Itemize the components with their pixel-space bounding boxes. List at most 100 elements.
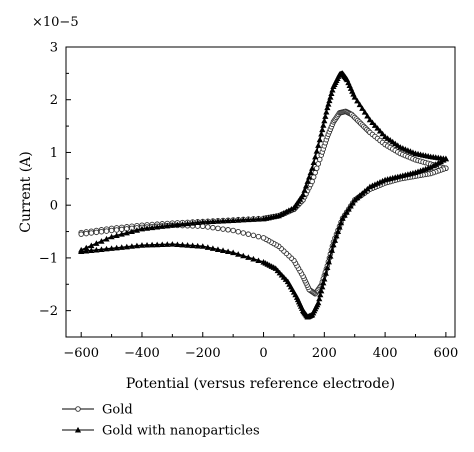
data-point: [304, 178, 311, 184]
data-point: [108, 227, 115, 234]
data-point: [326, 97, 333, 104]
data-point: [240, 252, 247, 259]
data-point: [179, 221, 186, 227]
data-point: [369, 119, 376, 126]
y-tick-label: 2: [50, 93, 58, 108]
data-point: [219, 247, 227, 254]
data-point: [118, 231, 125, 237]
data-point: [194, 219, 201, 226]
data-point: [204, 218, 211, 225]
y-tick-label: 0: [50, 199, 58, 214]
data-point: [255, 233, 262, 240]
data-point: [149, 224, 156, 231]
data-point: [322, 270, 329, 276]
data-point: [371, 122, 379, 128]
data-point: [320, 279, 327, 286]
data-point: [312, 169, 318, 176]
data-point: [324, 104, 331, 111]
data-point: [184, 242, 191, 248]
data-point: [323, 108, 330, 115]
data-point: [319, 283, 326, 290]
data-point: [318, 287, 325, 294]
data-point: [214, 218, 222, 224]
data-point: [209, 218, 216, 225]
data-point: [128, 243, 135, 249]
data-point: [210, 224, 216, 231]
data-point: [245, 216, 252, 223]
data-point: [78, 231, 84, 237]
data-point: [366, 116, 374, 123]
data-point: [319, 126, 326, 133]
data-point: [312, 153, 319, 160]
data-point: [313, 148, 320, 154]
data-point: [309, 165, 316, 171]
data-point: [313, 165, 320, 172]
data-point: [359, 105, 366, 111]
legend-label: Gold: [102, 403, 133, 418]
data-point: [174, 221, 181, 228]
data-point: [98, 228, 105, 235]
data-point: [98, 246, 105, 252]
data-point: [230, 249, 237, 256]
data-point: [299, 191, 307, 198]
data-point: [235, 228, 241, 235]
data-point: [354, 97, 361, 104]
y-tick-label: −2: [39, 304, 58, 319]
data-point: [133, 227, 141, 233]
data-point: [317, 156, 323, 163]
data-point: [174, 241, 181, 248]
data-point: [88, 230, 95, 236]
y-tick-label: 3: [50, 41, 58, 56]
data-point: [301, 187, 308, 193]
x-tick-label: −400: [124, 346, 160, 361]
x-tick-label: −200: [185, 346, 221, 361]
data-point: [98, 238, 105, 244]
x-tick-label: 400: [373, 346, 398, 361]
data-point: [379, 130, 386, 137]
data-point: [240, 230, 247, 236]
data-point: [245, 254, 252, 260]
data-point: [189, 220, 196, 226]
x-tick-label: 200: [312, 346, 337, 361]
data-point: [93, 240, 100, 246]
data-point: [194, 242, 201, 249]
data-point: [93, 246, 100, 253]
data-point: [113, 232, 120, 238]
data-point: [374, 125, 381, 131]
data-point: [138, 242, 146, 248]
data-point: [260, 259, 267, 265]
data-point: [83, 244, 90, 251]
x-tick-label: 0: [259, 346, 267, 361]
data-point: [315, 142, 322, 148]
data-point: [302, 182, 310, 189]
data-point: [138, 225, 146, 232]
data-point: [310, 174, 317, 180]
legend: Gold Gold with nanoparticles: [62, 403, 260, 439]
data-point: [250, 232, 257, 239]
data-point: [103, 235, 110, 242]
data-point: [230, 227, 236, 234]
data-point: [164, 222, 171, 229]
data-point: [316, 295, 323, 302]
data-point: [199, 218, 206, 225]
data-point: [336, 224, 343, 230]
data-point: [143, 225, 151, 231]
data-point: [240, 216, 247, 223]
data-point: [88, 242, 95, 249]
data-point: [133, 242, 141, 249]
data-point: [103, 245, 110, 252]
data-point: [327, 93, 334, 100]
data-point: [235, 217, 242, 223]
data-point: [169, 241, 176, 247]
data-point: [83, 230, 90, 237]
data-point: [113, 227, 120, 233]
data-point: [235, 251, 242, 257]
data-point: [75, 406, 81, 412]
data-point: [93, 229, 100, 236]
y-axis-title: Current (A): [18, 151, 34, 233]
data-point: [123, 229, 130, 236]
data-point: [225, 227, 231, 233]
data-point: [331, 237, 339, 243]
data-point: [123, 243, 130, 250]
data-point: [219, 217, 227, 224]
